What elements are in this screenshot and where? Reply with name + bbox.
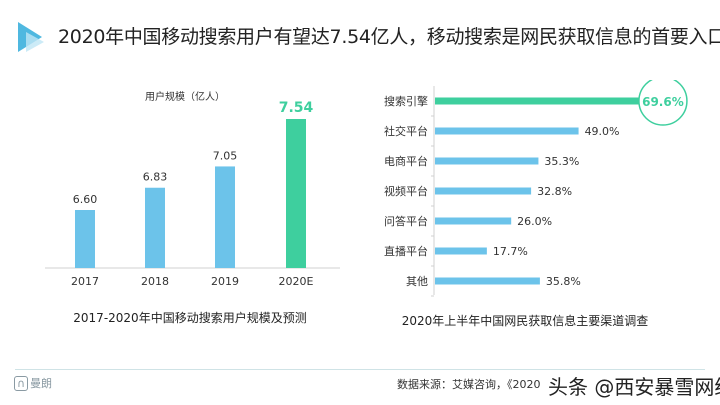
play-triangle-logo-icon xyxy=(18,22,44,52)
bar-2017 xyxy=(75,210,95,268)
highlight-circle xyxy=(638,80,688,126)
bar-2018 xyxy=(145,187,165,268)
bar-电商平台 xyxy=(435,157,539,165)
y-tick-label: 视频平台 xyxy=(384,184,428,198)
chart-title: 2017-2020年中国移动搜索用户规模及预测 xyxy=(73,310,306,325)
x-tick-label: 2018 xyxy=(141,275,169,288)
brand-logo: ∩ 曼朗 xyxy=(14,375,52,391)
bar-直播平台 xyxy=(435,247,487,255)
bar-社交平台 xyxy=(435,127,579,135)
bar-视频平台 xyxy=(435,187,532,195)
x-tick-label: 2019 xyxy=(211,275,239,288)
data-label: 17.7% xyxy=(493,245,528,258)
y-axis-label: 用户规模（亿人） xyxy=(145,90,225,103)
data-source: 数据来源：艾媒咨询，《2020 xyxy=(397,378,541,391)
page-title: 2020年中国移动搜索用户有望达7.54亿人，移动搜索是网民获取信息的首要入口 xyxy=(58,26,720,48)
bar-问答平台 xyxy=(435,217,512,225)
y-tick-label: 电商平台 xyxy=(384,154,428,168)
data-label: 35.3% xyxy=(544,155,579,168)
bar-2020E xyxy=(286,119,306,268)
y-tick-label: 直播平台 xyxy=(384,244,428,258)
chart-title: 2020年上半年中国网民获取信息主要渠道调查 xyxy=(402,313,649,328)
bar-搜索引擎 xyxy=(435,97,639,105)
bar-2019 xyxy=(215,166,235,268)
x-tick-label: 2017 xyxy=(71,275,99,288)
data-label: 35.8% xyxy=(546,275,581,288)
data-label: 7.54 xyxy=(279,100,314,116)
footer-divider xyxy=(15,369,705,370)
data-label: 7.05 xyxy=(213,149,238,162)
data-label: 26.0% xyxy=(517,215,552,228)
data-label: 49.0% xyxy=(585,125,620,138)
info-channel-bar-chart: 搜索引擎 69.6% 社交平台 49.0% 电商平台 35.3% 视频平台 32.8% 问答平台… xyxy=(384,80,688,328)
watermark: 头条 @西安暴雪网络 xyxy=(548,375,720,399)
data-label: 6.83 xyxy=(143,171,168,184)
y-tick-label: 问答平台 xyxy=(384,214,428,228)
bar-其他 xyxy=(435,277,540,285)
data-label: 32.8% xyxy=(537,185,572,198)
y-tick-label: 其他 xyxy=(406,275,428,288)
y-tick-label: 搜索引擎 xyxy=(384,94,428,108)
x-tick-label: 2020E xyxy=(279,275,314,288)
y-tick-label: 社交平台 xyxy=(384,124,428,138)
data-label: 69.6% xyxy=(642,95,684,109)
user-scale-bar-chart: 用户规模（亿人） 6.60 2017 6.83 2018 7.05 2019 7.54 202… xyxy=(45,90,340,325)
data-label: 6.60 xyxy=(73,193,98,206)
